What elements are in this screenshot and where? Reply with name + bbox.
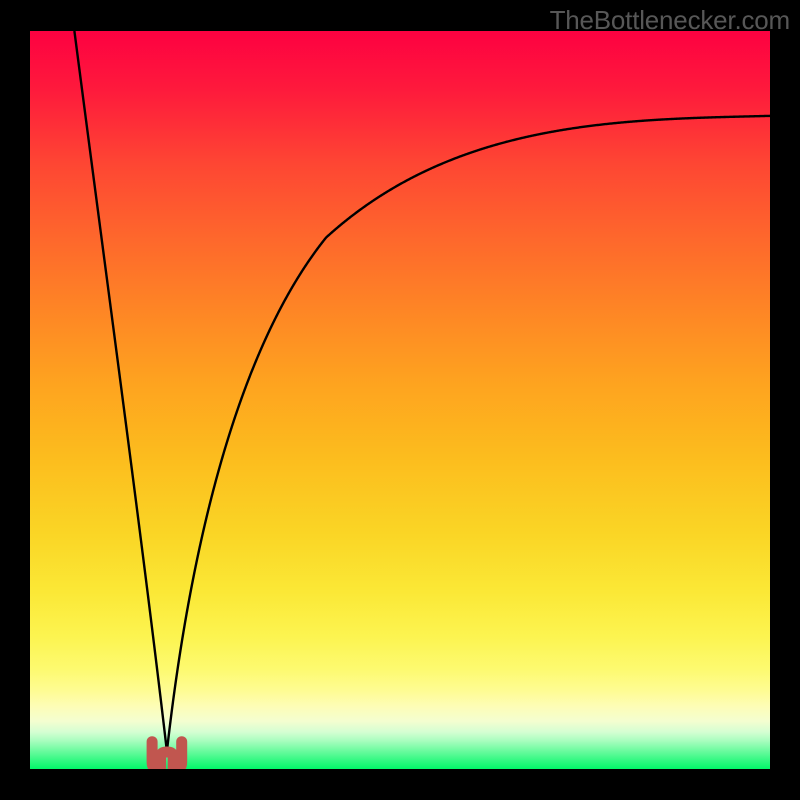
chart-container: TheBottlenecker.com [0,0,800,800]
watermark-label: TheBottlenecker.com [550,5,790,36]
gradient-plot-area [30,31,770,769]
bottleneck-chart [0,0,800,800]
